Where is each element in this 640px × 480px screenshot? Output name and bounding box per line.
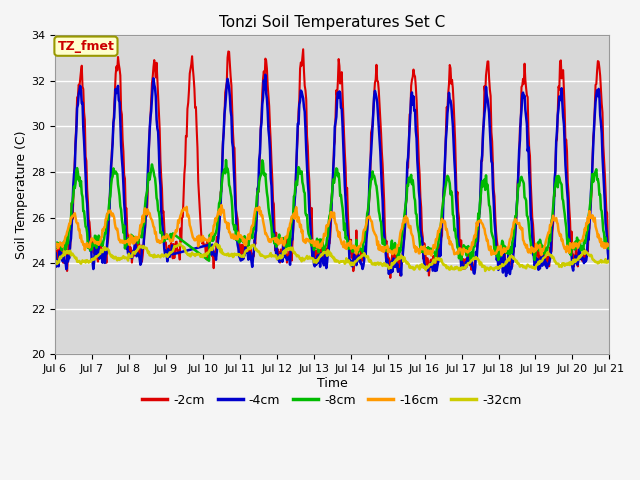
Line: -32cm: -32cm [55,243,609,271]
-16cm [118,238,125,243]
-16cm [174,217,182,223]
-16cm [204,237,211,243]
-32cm [417,262,424,268]
-2cm [387,275,394,281]
-4cm [51,261,59,266]
-16cm [51,240,59,246]
-32cm [401,254,408,260]
-32cm [605,257,613,263]
-8cm [205,258,213,264]
-16cm [428,252,435,258]
-16cm [417,246,424,252]
-2cm [118,112,125,118]
-16cm [401,215,408,221]
-4cm [118,156,125,162]
-8cm [401,207,409,213]
-32cm [204,250,212,255]
-32cm [481,268,489,274]
-16cm [61,237,68,243]
Line: -2cm: -2cm [55,49,609,278]
-32cm [118,256,125,262]
-2cm [51,248,59,254]
Title: Tonzi Soil Temperatures Set C: Tonzi Soil Temperatures Set C [219,15,445,30]
-4cm [204,242,211,248]
-4cm [61,260,68,266]
-8cm [174,235,182,240]
-8cm [204,257,211,263]
-32cm [61,252,68,258]
-2cm [605,240,613,246]
-4cm [502,273,510,279]
-32cm [174,243,182,249]
-4cm [605,252,613,257]
-8cm [51,244,59,250]
-2cm [401,223,409,228]
-2cm [61,251,68,257]
Y-axis label: Soil Temperature (C): Soil Temperature (C) [15,131,28,259]
Line: -4cm: -4cm [55,75,609,276]
-16cm [218,202,225,208]
-8cm [61,244,68,250]
Line: -16cm: -16cm [55,205,609,255]
-2cm [417,204,425,210]
Legend: -2cm, -4cm, -8cm, -16cm, -32cm: -2cm, -4cm, -8cm, -16cm, -32cm [138,389,527,412]
-8cm [222,157,230,163]
-8cm [118,216,125,222]
Text: TZ_fmet: TZ_fmet [58,40,115,53]
-16cm [605,242,613,248]
X-axis label: Time: Time [317,377,348,390]
Line: -8cm: -8cm [55,160,609,261]
-4cm [262,72,269,78]
-8cm [605,246,613,252]
-32cm [176,240,184,246]
-2cm [204,237,211,243]
-4cm [401,234,408,240]
-4cm [417,228,424,233]
-4cm [174,250,182,256]
-32cm [51,261,59,266]
-8cm [417,249,425,255]
-2cm [300,47,307,52]
-2cm [174,251,182,256]
